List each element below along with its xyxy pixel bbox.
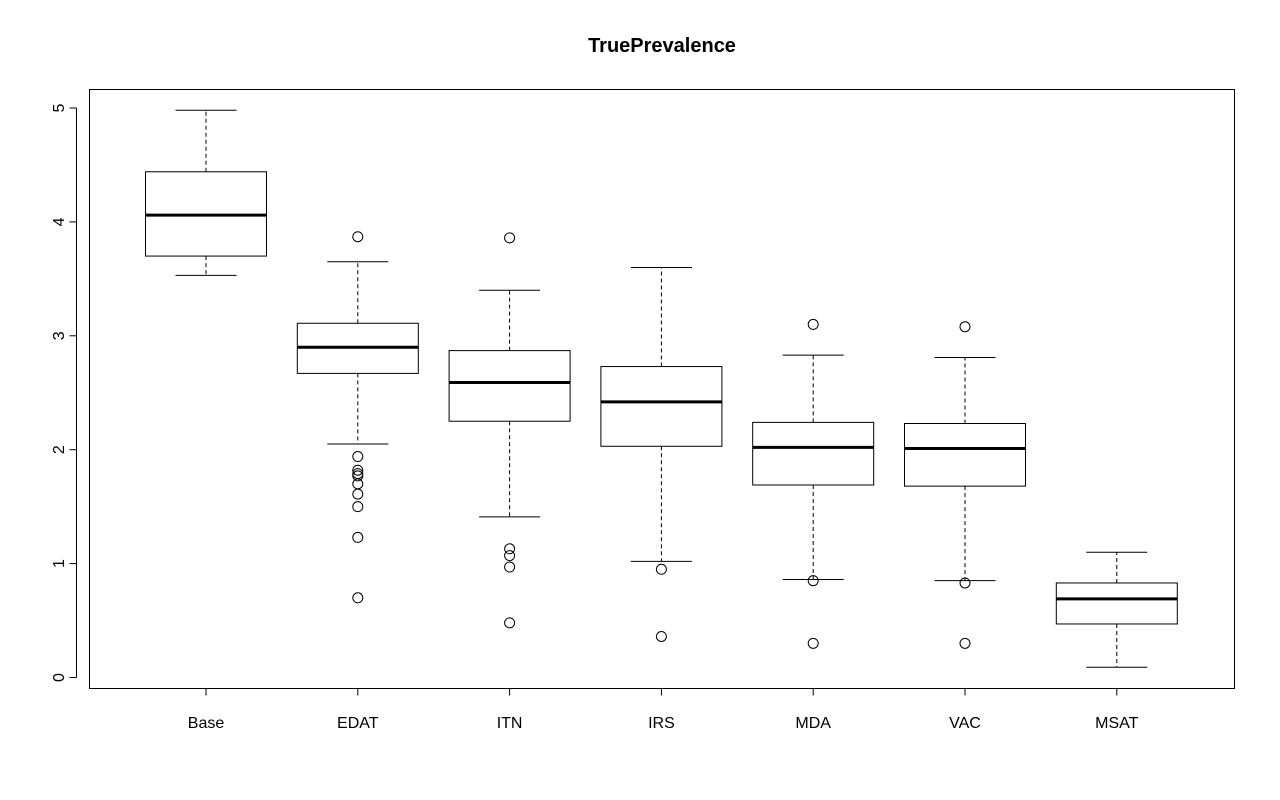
outlier-point bbox=[807, 575, 819, 587]
y-tick-label: 1 bbox=[51, 559, 68, 568]
outlier-point bbox=[504, 561, 516, 573]
outlier-point bbox=[655, 563, 667, 575]
x-tick-label: ITN bbox=[497, 715, 523, 732]
box-itn bbox=[448, 232, 571, 629]
y-tick-label: 4 bbox=[51, 217, 68, 226]
outlier-point bbox=[655, 630, 667, 642]
x-tick-label: MSAT bbox=[1095, 715, 1138, 732]
box-edat bbox=[296, 231, 419, 604]
outlier-point bbox=[352, 592, 364, 604]
box-mda bbox=[752, 318, 875, 649]
box-iqr bbox=[448, 350, 571, 422]
outlier-point bbox=[959, 577, 971, 589]
y-tick-label: 5 bbox=[51, 103, 68, 112]
y-axis: 0 1 2 3 4 5 bbox=[51, 103, 77, 682]
outlier-point bbox=[504, 543, 516, 555]
x-tick-label: Base bbox=[188, 715, 225, 732]
outlier-point bbox=[352, 470, 364, 482]
outlier-point bbox=[807, 318, 819, 330]
y-tick-label: 2 bbox=[51, 445, 68, 454]
y-tick-label: 0 bbox=[51, 673, 68, 682]
outlier-point bbox=[352, 478, 364, 490]
outlier-point bbox=[959, 321, 971, 333]
box-base bbox=[145, 109, 267, 276]
x-axis: Base EDAT ITN IRS MDA VAC MSAT bbox=[188, 688, 1139, 732]
x-tick-label: EDAT bbox=[337, 715, 379, 732]
outlier-point bbox=[352, 488, 364, 500]
outlier-point bbox=[504, 617, 516, 629]
box-series bbox=[145, 109, 1178, 668]
box-iqr bbox=[1055, 582, 1178, 625]
outlier-point bbox=[959, 637, 971, 649]
y-tick-label: 3 bbox=[51, 331, 68, 340]
outlier-point bbox=[504, 232, 516, 244]
box-iqr bbox=[600, 366, 723, 447]
box-iqr bbox=[904, 423, 1026, 487]
outlier-point bbox=[352, 231, 364, 243]
chart-title: TruePrevalence bbox=[588, 35, 736, 57]
outlier-point bbox=[352, 464, 364, 476]
outlier-point bbox=[352, 531, 364, 543]
outlier-point bbox=[352, 501, 364, 513]
x-tick-label: IRS bbox=[648, 715, 675, 732]
box-msat bbox=[1055, 551, 1178, 668]
x-tick-label: MDA bbox=[795, 715, 831, 732]
plot-frame bbox=[89, 89, 1235, 689]
box-iqr bbox=[752, 421, 875, 486]
outlier-point bbox=[352, 451, 364, 463]
outlier-point bbox=[807, 637, 819, 649]
outlier-point bbox=[504, 550, 516, 562]
x-tick-label: VAC bbox=[949, 715, 981, 732]
box-vac bbox=[904, 321, 1026, 649]
box-irs bbox=[600, 266, 723, 642]
